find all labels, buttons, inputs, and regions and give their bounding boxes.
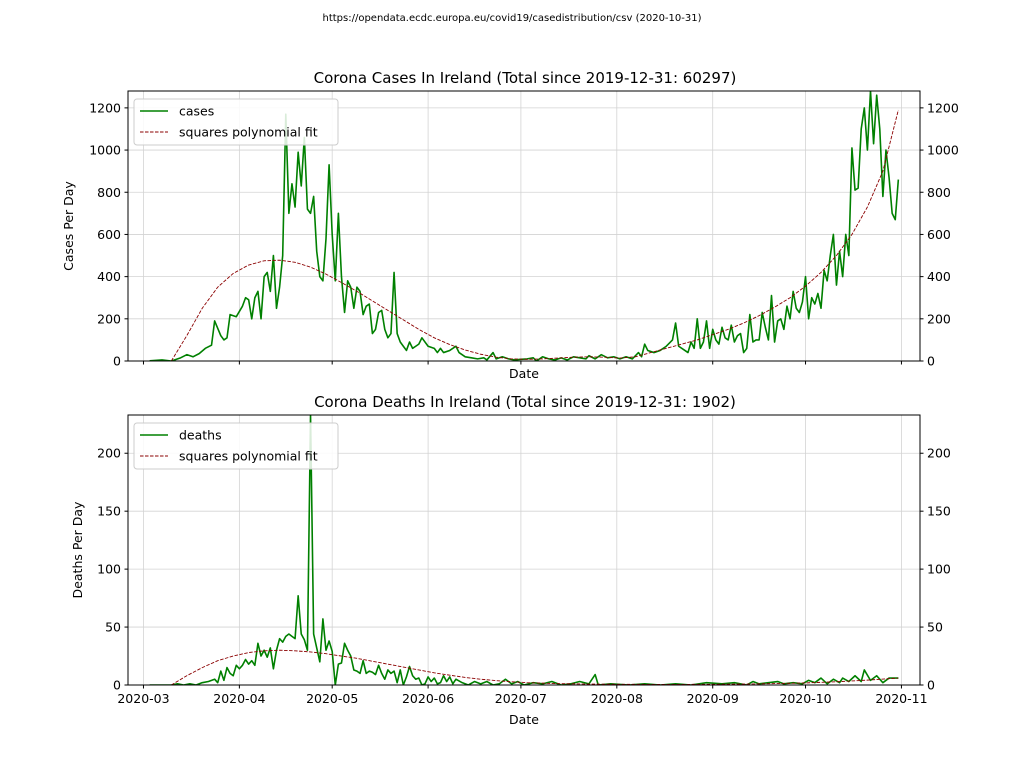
x-tick-label: 2020-09 xyxy=(687,691,739,706)
y-tick-label-right: 800 xyxy=(927,185,951,200)
x-tick-label: 2020-04 xyxy=(213,691,265,706)
x-tick-label: 2020-08 xyxy=(591,691,643,706)
y-tick-label-left: 600 xyxy=(97,227,121,242)
y-tick-label-left: 50 xyxy=(105,620,121,635)
y-tick-label-left: 800 xyxy=(97,185,121,200)
legend-label: cases xyxy=(179,104,214,119)
legend-box xyxy=(133,422,339,470)
y-tick-label-left: 100 xyxy=(97,562,121,577)
y-tick-label-right: 200 xyxy=(927,311,951,326)
x-tick-label: 2020-07 xyxy=(495,691,547,706)
y-tick-label-left: 0 xyxy=(113,678,121,693)
axes-frame xyxy=(127,414,921,686)
y-axis-label: Cases Per Day xyxy=(61,181,76,271)
source-note: https://opendata.ecdc.europa.eu/covid19/… xyxy=(322,13,702,24)
y-axis-label: Deaths Per Day xyxy=(70,501,85,598)
x-axis-label: Date xyxy=(509,712,539,727)
y-tick-label-left: 400 xyxy=(97,269,121,284)
x-tick-label: 2020-05 xyxy=(306,691,358,706)
y-tick-label-right: 0 xyxy=(927,678,935,693)
chart-title: Corona Deaths In Ireland (Total since 20… xyxy=(314,393,736,411)
legend-label: squares polynomial fit xyxy=(179,449,318,464)
y-tick-label-right: 1200 xyxy=(927,100,959,115)
x-axis-label: Date xyxy=(509,366,539,381)
y-tick-label-left: 150 xyxy=(97,504,121,519)
y-tick-label-right: 400 xyxy=(927,269,951,284)
deaths-chart-panel: 0 0 50 50 100 100 150 150 200 200 2020-03 2020-04 20… xyxy=(70,393,951,727)
y-tick-label-left: 200 xyxy=(97,311,121,326)
y-tick-label-right: 50 xyxy=(927,620,943,635)
chart-title: Corona Cases In Ireland (Total since 201… xyxy=(314,69,737,87)
y-tick-label-right: 100 xyxy=(927,562,951,577)
x-tick-label: 2020-10 xyxy=(779,691,831,706)
fit-line xyxy=(171,649,899,685)
y-tick-label-left: 200 xyxy=(97,446,121,461)
y-tick-label-left: 1000 xyxy=(89,143,121,158)
y-tick-label-left: 0 xyxy=(113,354,121,369)
y-tick-label-left: 1200 xyxy=(89,100,121,115)
y-tick-label-right: 600 xyxy=(927,227,951,242)
series-group xyxy=(149,91,900,361)
legend-label: deaths xyxy=(179,428,222,443)
fit-line xyxy=(170,109,899,361)
x-tick-label: 2020-06 xyxy=(402,691,454,706)
cases-chart-panel: 0 0 200 200 400 400 600 600 800 800 1000 1000 1200 12… xyxy=(61,69,959,381)
x-tick-label: 2020-11 xyxy=(875,691,927,706)
y-tick-label-right: 0 xyxy=(927,354,935,369)
legend-label: squares polynomial fit xyxy=(179,125,318,140)
y-tick-label-right: 200 xyxy=(927,446,951,461)
y-tick-label-right: 1000 xyxy=(927,143,959,158)
x-tick-label: 2020-03 xyxy=(117,691,169,706)
y-tick-label-right: 150 xyxy=(927,504,951,519)
axes-frame xyxy=(127,90,921,362)
legend-box xyxy=(133,98,339,146)
